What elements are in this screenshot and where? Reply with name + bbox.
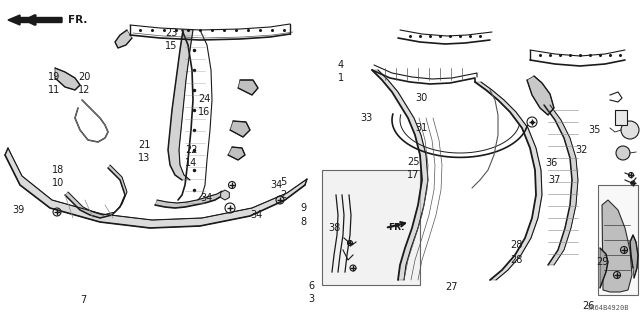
Polygon shape [230,121,250,137]
Text: 36: 36 [545,158,557,168]
Polygon shape [5,148,307,228]
Text: 21: 21 [138,140,150,150]
Text: 38: 38 [328,223,340,233]
Polygon shape [600,248,608,288]
Text: 3: 3 [308,294,314,304]
Text: 34: 34 [250,210,262,220]
Polygon shape [155,191,222,208]
Circle shape [616,146,630,160]
Polygon shape [527,76,554,115]
Text: 9: 9 [300,203,306,213]
Text: 27: 27 [445,282,458,292]
Polygon shape [228,147,245,160]
Text: 8: 8 [300,217,306,227]
Polygon shape [55,68,80,90]
Text: TK64B4920B: TK64B4920B [587,305,629,311]
Text: 16: 16 [198,107,211,117]
Text: 14: 14 [185,158,197,168]
Text: 28: 28 [510,255,522,265]
Text: 30: 30 [415,93,428,103]
Text: 6: 6 [308,281,314,291]
Polygon shape [238,80,258,95]
Text: 15: 15 [165,41,177,51]
Polygon shape [65,165,127,218]
Text: 39: 39 [12,205,24,215]
Text: 37: 37 [548,175,561,185]
Text: 12: 12 [78,85,90,95]
FancyBboxPatch shape [598,185,638,295]
Polygon shape [602,200,632,292]
Text: 10: 10 [52,178,64,188]
Text: 20: 20 [78,72,90,82]
Text: 1: 1 [338,73,344,83]
Text: 23: 23 [165,28,177,38]
Text: 4: 4 [338,60,344,70]
Text: 19: 19 [48,72,60,82]
Text: 26: 26 [582,301,595,311]
Text: 25: 25 [407,157,419,167]
Text: 13: 13 [138,153,150,163]
Text: 2: 2 [280,190,286,200]
Text: 35: 35 [588,125,600,135]
Text: 24: 24 [198,94,211,104]
Text: FR.: FR. [388,224,404,233]
Text: 34: 34 [270,180,282,190]
FancyArrow shape [8,15,62,25]
FancyBboxPatch shape [322,170,420,285]
Text: 18: 18 [52,165,64,175]
Text: 5: 5 [280,177,286,187]
Text: 33: 33 [360,113,372,123]
Text: 28: 28 [510,240,522,250]
Text: FR.: FR. [68,15,88,25]
Circle shape [621,121,639,139]
Polygon shape [630,235,638,278]
Polygon shape [372,70,428,280]
Text: 34: 34 [200,193,212,203]
Text: 11: 11 [48,85,60,95]
Text: 22: 22 [185,145,198,155]
Text: 7: 7 [80,295,86,305]
Text: 31: 31 [415,123,428,133]
Polygon shape [115,30,132,48]
Polygon shape [168,30,193,180]
Polygon shape [544,105,578,265]
Text: 32: 32 [575,145,588,155]
Text: 17: 17 [407,170,419,180]
Polygon shape [475,82,542,280]
Text: 29: 29 [596,257,609,267]
FancyBboxPatch shape [615,110,627,125]
